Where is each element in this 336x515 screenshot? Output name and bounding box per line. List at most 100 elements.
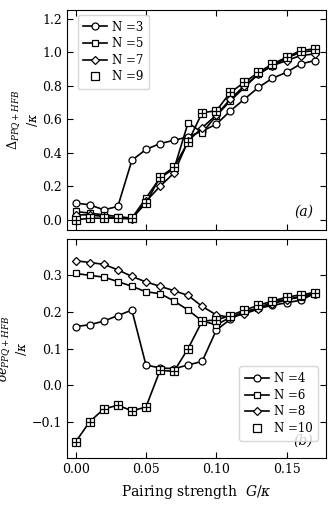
N =4 <box>158 365 162 371</box>
N =10 <box>144 404 148 410</box>
N =8 <box>285 297 289 303</box>
N =9 <box>74 217 78 223</box>
N =8 <box>158 283 162 289</box>
N =8 <box>116 267 120 273</box>
N =3 <box>186 134 190 140</box>
N =8 <box>228 314 232 320</box>
N =7 <box>228 96 232 102</box>
N =6 <box>299 294 303 300</box>
N =9 <box>116 215 120 221</box>
Line: N =3: N =3 <box>72 57 318 213</box>
N =9 <box>242 79 246 85</box>
N =10 <box>200 318 204 324</box>
N =9 <box>102 215 106 221</box>
N =6 <box>242 309 246 315</box>
Line: N =6: N =6 <box>72 270 318 328</box>
N =3 <box>74 200 78 206</box>
N =10 <box>74 439 78 445</box>
N =3 <box>144 146 148 152</box>
N =9 <box>313 46 317 52</box>
N =5 <box>144 195 148 201</box>
N =6 <box>116 279 120 285</box>
Line: N =9: N =9 <box>72 45 319 224</box>
N =7 <box>313 51 317 57</box>
N =10 <box>102 406 106 412</box>
N =8 <box>270 301 275 307</box>
N =7 <box>116 215 120 221</box>
N =6 <box>214 322 218 328</box>
N =6 <box>88 272 92 279</box>
N =8 <box>186 293 190 299</box>
N =3 <box>200 128 204 134</box>
Y-axis label: $\Delta_{PPQ+HFB}$
$/\kappa$: $\Delta_{PPQ+HFB}$ $/\kappa$ <box>6 90 40 150</box>
N =4 <box>102 318 106 324</box>
N =9 <box>214 108 218 114</box>
N =5 <box>186 119 190 126</box>
N =5 <box>102 212 106 218</box>
N =4 <box>116 313 120 319</box>
X-axis label: Pairing strength  $G/\kappa$: Pairing strength $G/\kappa$ <box>121 483 272 501</box>
N =6 <box>270 299 275 305</box>
N =8 <box>102 261 106 267</box>
N =10 <box>228 313 232 319</box>
N =5 <box>130 215 134 221</box>
N =4 <box>74 323 78 330</box>
N =10 <box>116 402 120 408</box>
N =8 <box>242 311 246 317</box>
N =4 <box>144 362 148 368</box>
N =7 <box>285 58 289 64</box>
N =8 <box>313 290 317 297</box>
N =9 <box>285 54 289 60</box>
N =9 <box>256 69 260 75</box>
Legend: N =4, N =6, N =8, N =10: N =4, N =6, N =8, N =10 <box>239 366 318 441</box>
N =8 <box>200 303 204 310</box>
N =9 <box>172 164 176 170</box>
Line: N =10: N =10 <box>72 288 319 446</box>
N =4 <box>130 307 134 313</box>
N =10 <box>172 368 176 374</box>
N =3 <box>172 137 176 143</box>
N =5 <box>313 47 317 54</box>
N =9 <box>228 90 232 96</box>
N =8 <box>214 312 218 318</box>
N =7 <box>186 138 190 144</box>
N =5 <box>285 55 289 61</box>
N =7 <box>256 71 260 77</box>
N =10 <box>186 346 190 352</box>
N =9 <box>299 47 303 54</box>
N =6 <box>256 305 260 312</box>
N =3 <box>116 203 120 210</box>
N =6 <box>200 318 204 324</box>
N =3 <box>228 108 232 114</box>
N =6 <box>186 307 190 313</box>
N =5 <box>88 210 92 216</box>
N =5 <box>228 98 232 104</box>
N =8 <box>256 306 260 312</box>
N =9 <box>144 200 148 206</box>
N =7 <box>270 62 275 68</box>
N =4 <box>313 290 317 297</box>
N =4 <box>299 297 303 303</box>
N =3 <box>313 58 317 64</box>
Text: (a): (a) <box>294 205 313 219</box>
Line: N =4: N =4 <box>72 290 318 372</box>
N =6 <box>130 283 134 289</box>
N =3 <box>130 157 134 163</box>
N =5 <box>214 113 218 119</box>
N =7 <box>74 212 78 218</box>
N =6 <box>228 314 232 320</box>
N =3 <box>256 84 260 91</box>
N =3 <box>88 202 92 208</box>
N =6 <box>74 270 78 277</box>
N =9 <box>158 174 162 180</box>
N =6 <box>102 274 106 280</box>
N =7 <box>102 213 106 219</box>
N =9 <box>186 139 190 145</box>
Line: N =5: N =5 <box>72 47 318 221</box>
N =7 <box>299 53 303 59</box>
N =4 <box>88 322 92 328</box>
N =7 <box>130 216 134 222</box>
N =5 <box>299 49 303 55</box>
N =4 <box>214 327 218 333</box>
N =10 <box>242 307 246 313</box>
